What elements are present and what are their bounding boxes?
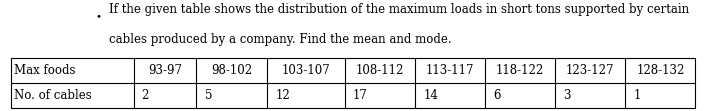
Text: 17: 17	[353, 89, 368, 102]
Text: 128-132: 128-132	[636, 64, 685, 77]
Text: cables produced by a company. Find the mean and mode.: cables produced by a company. Find the m…	[109, 33, 452, 46]
Text: 118-122: 118-122	[496, 64, 544, 77]
Text: 5: 5	[205, 89, 213, 102]
Text: 103-107: 103-107	[281, 64, 330, 77]
Text: 12: 12	[276, 89, 291, 102]
Text: 2: 2	[142, 89, 149, 102]
Text: 123-127: 123-127	[566, 64, 614, 77]
Text: 113-117: 113-117	[426, 64, 474, 77]
Text: If the given table shows the distribution of the maximum loads in short tons sup: If the given table shows the distributio…	[109, 3, 690, 16]
Text: 108-112: 108-112	[356, 64, 404, 77]
Text: 14: 14	[423, 89, 438, 102]
Text: No. of cables: No. of cables	[14, 89, 92, 102]
Text: •: •	[95, 12, 101, 21]
Text: 93-97: 93-97	[148, 64, 182, 77]
Text: 1: 1	[634, 89, 641, 102]
Text: 6: 6	[493, 89, 501, 102]
Text: 3: 3	[563, 89, 571, 102]
Text: Max foods: Max foods	[14, 64, 76, 77]
Text: 98-102: 98-102	[211, 64, 252, 77]
